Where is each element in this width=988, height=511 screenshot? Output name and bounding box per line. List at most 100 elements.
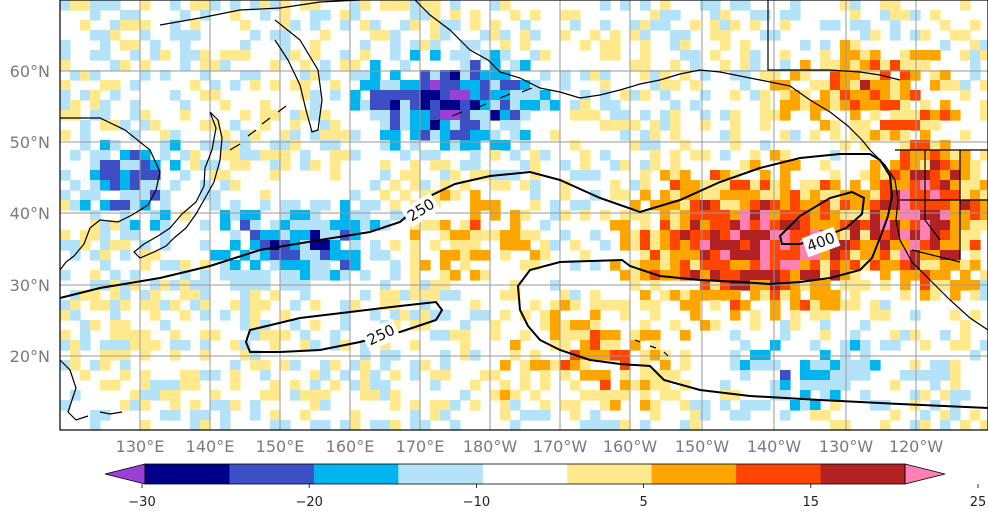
anomaly-cell (480, 170, 491, 181)
anomaly-cell (240, 20, 251, 31)
anomaly-cell (810, 250, 821, 261)
anomaly-cell (850, 230, 861, 241)
anomaly-cell (590, 230, 601, 241)
anomaly-cell (520, 310, 531, 321)
anomaly-cell (820, 350, 831, 361)
anomaly-cell (680, 420, 691, 431)
anomaly-cell (580, 70, 591, 81)
latitude-label: 30°N (10, 276, 50, 295)
anomaly-cell (370, 100, 381, 111)
anomaly-cell (840, 80, 851, 91)
anomaly-cell (350, 360, 361, 371)
anomaly-cell (930, 80, 941, 91)
anomaly-cell (90, 360, 101, 371)
anomaly-cell (100, 120, 111, 131)
anomaly-cell (640, 260, 651, 271)
anomaly-cell (360, 390, 371, 401)
anomaly-cell (260, 230, 271, 241)
anomaly-cell (930, 370, 941, 381)
japan-coastline (133, 111, 223, 259)
anomaly-cell (760, 360, 771, 371)
anomaly-cell (860, 100, 871, 111)
anomaly-cell (270, 110, 281, 121)
anomaly-cell (930, 220, 941, 231)
anomaly-cell (840, 220, 851, 231)
anomaly-cell (910, 160, 921, 171)
anomaly-cell (350, 90, 361, 101)
anomaly-cell (800, 250, 811, 261)
anomaly-cell (520, 30, 531, 41)
anomaly-cell (100, 110, 111, 121)
anomaly-cell (630, 60, 641, 71)
anomaly-cell (440, 220, 451, 231)
anomaly-cell (490, 90, 501, 101)
anomaly-cell (120, 340, 131, 351)
anomaly-cell (350, 260, 361, 271)
anomaly-cell (870, 50, 881, 61)
anomaly-cell (520, 260, 531, 271)
anomaly-cell (140, 420, 151, 431)
anomaly-cell (360, 350, 371, 361)
anomaly-cell (370, 250, 381, 261)
anomaly-cell (850, 290, 861, 301)
anomaly-cell (430, 10, 441, 21)
anomaly-cell (810, 310, 821, 321)
anomaly-cell (470, 60, 481, 71)
anomaly-cell (490, 0, 501, 11)
anomaly-cell (320, 60, 331, 71)
anomaly-cell (230, 200, 241, 211)
anomaly-cell (90, 300, 101, 311)
anomaly-cell (960, 320, 971, 331)
anomaly-cell (140, 160, 151, 171)
anomaly-cell (640, 180, 651, 191)
anomaly-cell (860, 250, 871, 261)
anomaly-cell (830, 100, 841, 111)
anomaly-cell (830, 420, 841, 431)
anomaly-cell (920, 50, 931, 61)
anomaly-cell (680, 360, 691, 371)
anomaly-cell (860, 130, 871, 141)
anomaly-cell (330, 130, 341, 141)
anomaly-cell (890, 160, 901, 171)
anomaly-cell (590, 110, 601, 121)
anomaly-cell (490, 110, 501, 121)
anomaly-cell (900, 260, 911, 271)
anomaly-cell (200, 330, 211, 341)
anomaly-cell (500, 70, 511, 81)
anomaly-cell (380, 220, 391, 231)
anomaly-cell (170, 160, 181, 171)
anomaly-cell (220, 130, 231, 141)
anomaly-cell (760, 110, 771, 121)
anomaly-cell (910, 10, 921, 21)
anomaly-cell (550, 130, 561, 141)
anomaly-cell (170, 30, 181, 41)
anomaly-cell (370, 240, 381, 251)
anomaly-cell (770, 240, 781, 251)
anomaly-cell (880, 420, 891, 431)
anomaly-cell (620, 130, 631, 141)
anomaly-cell (950, 360, 961, 371)
anomaly-cell (840, 100, 851, 111)
anomaly-cell (880, 120, 891, 131)
anomaly-cell (250, 240, 261, 251)
anomaly-cell (550, 330, 561, 341)
anomaly-cell (540, 360, 551, 371)
anomaly-cell (770, 250, 781, 261)
anomaly-cell (490, 200, 501, 211)
anomaly-cell (190, 420, 201, 431)
anomaly-cell (730, 180, 741, 191)
anomaly-cell (800, 90, 811, 101)
anomaly-cell (750, 60, 761, 71)
anomaly-cell (740, 240, 751, 251)
anomaly-cell (120, 120, 131, 131)
anomaly-cell (970, 70, 981, 81)
anomaly-cell (290, 260, 301, 271)
anomaly-cell (440, 110, 451, 121)
anomaly-cell (360, 100, 371, 111)
anomaly-cell (250, 130, 261, 141)
anomaly-cell (300, 220, 311, 231)
anomaly-cell (500, 230, 511, 241)
anomaly-cell (290, 50, 301, 61)
anomaly-cell (910, 240, 921, 251)
anomaly-cell (690, 270, 701, 281)
